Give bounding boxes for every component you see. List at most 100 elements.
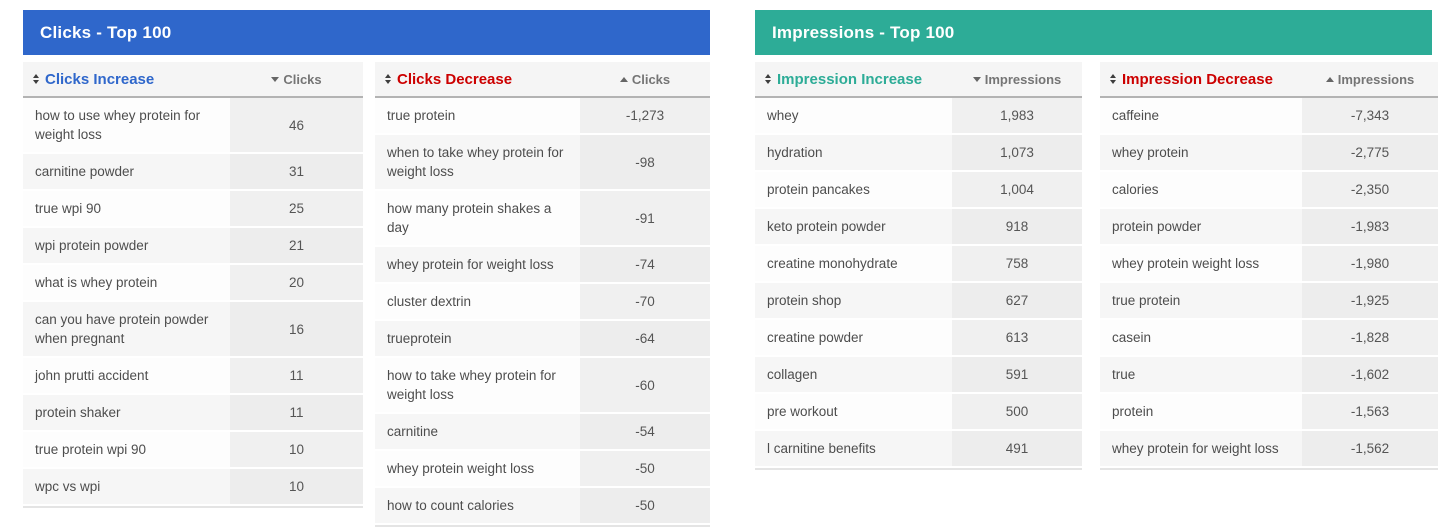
- value-cell: 591: [952, 357, 1082, 392]
- table-row: carnitine powder 31: [23, 154, 363, 191]
- impression-increase-table-header: Impression Increase Impressions: [755, 62, 1082, 98]
- value-cell: -1,925: [1302, 283, 1438, 318]
- value-cell: 1,983: [952, 98, 1082, 133]
- clicks-increase-value-header[interactable]: Clicks: [230, 72, 363, 87]
- value-cell: 31: [230, 154, 363, 189]
- value-cell: 11: [230, 395, 363, 430]
- table-row: true protein wpi 90 10: [23, 432, 363, 469]
- table-row: true wpi 90 25: [23, 191, 363, 228]
- clicks-decrease-sort-header[interactable]: Clicks Decrease: [375, 71, 580, 88]
- keyword-cell: cluster dextrin: [375, 284, 580, 319]
- impression-decrease-sort-header[interactable]: Impression Decrease: [1100, 71, 1302, 88]
- value-cell: 491: [952, 431, 1082, 466]
- sort-direction-icon: [1325, 76, 1334, 82]
- value-cell: -91: [580, 191, 710, 245]
- keyword-cell: whey protein for weight loss: [1100, 431, 1302, 466]
- table-row: creatine monohydrate 758: [755, 246, 1082, 283]
- table-row: casein -1,828: [1100, 320, 1438, 357]
- keyword-cell: calories: [1100, 172, 1302, 207]
- keyword-cell: carnitine powder: [23, 154, 230, 189]
- value-cell: -7,343: [1302, 98, 1438, 133]
- keyword-cell: wpc vs wpi: [23, 469, 230, 504]
- clicks-decrease-rows: true protein -1,273 when to take whey pr…: [375, 98, 710, 527]
- impressions-panel-title-bar: Impressions - Top 100: [755, 10, 1432, 55]
- impression-increase-rows: whey 1,983 hydration 1,073 protein panca…: [755, 98, 1082, 470]
- table-row: protein pancakes 1,004: [755, 172, 1082, 209]
- value-cell: -2,350: [1302, 172, 1438, 207]
- value-cell: 1,004: [952, 172, 1082, 207]
- table-row: how to take whey protein for weight loss…: [375, 358, 710, 414]
- table-row: trueprotein -64: [375, 321, 710, 358]
- impression-increase-table: Impression Increase Impressions whey 1,9…: [755, 62, 1082, 470]
- clicks-decrease-table-header: Clicks Decrease Clicks: [375, 62, 710, 98]
- table-row: when to take whey protein for weight los…: [375, 135, 710, 191]
- impression-decrease-value-header[interactable]: Impressions: [1302, 72, 1438, 87]
- value-cell: 758: [952, 246, 1082, 281]
- clicks-tables: Clicks Increase Clicks how to use whey p…: [23, 62, 710, 527]
- keyword-cell: whey protein weight loss: [375, 451, 580, 486]
- keyword-cell: true protein: [375, 98, 580, 133]
- value-cell: -74: [580, 247, 710, 282]
- clicks-decrease-title: Clicks Decrease: [397, 70, 513, 88]
- clicks-panel: Clicks - Top 100 Clicks Increase Clicks …: [23, 10, 710, 527]
- table-row: carnitine -54: [375, 414, 710, 451]
- keyword-cell: pre workout: [755, 394, 952, 429]
- table-row: how many protein shakes a day -91: [375, 191, 710, 247]
- impression-decrease-table: Impression Decrease Impressions caffeine…: [1100, 62, 1438, 470]
- table-row: creatine powder 613: [755, 320, 1082, 357]
- table-row: true protein -1,925: [1100, 283, 1438, 320]
- table-row: wpc vs wpi 10: [23, 469, 363, 506]
- keyword-cell: true protein: [1100, 283, 1302, 318]
- value-cell: -1,563: [1302, 394, 1438, 429]
- table-row: wpi protein powder 21: [23, 228, 363, 265]
- impression-decrease-value-label: Impressions: [1337, 71, 1415, 87]
- keyword-cell: whey: [755, 98, 952, 133]
- value-cell: -1,983: [1302, 209, 1438, 244]
- clicks-decrease-value-header[interactable]: Clicks: [580, 72, 710, 87]
- keyword-cell: l carnitine benefits: [755, 431, 952, 466]
- impression-increase-sort-header[interactable]: Impression Increase: [755, 71, 952, 88]
- value-cell: 613: [952, 320, 1082, 355]
- keyword-cell: how to take whey protein for weight loss: [375, 358, 580, 412]
- table-row: collagen 591: [755, 357, 1082, 394]
- impression-increase-value-header[interactable]: Impressions: [952, 72, 1082, 87]
- value-cell: 10: [230, 469, 363, 504]
- impression-increase-title: Impression Increase: [777, 70, 923, 88]
- impressions-tables: Impression Increase Impressions whey 1,9…: [755, 62, 1438, 470]
- impression-decrease-table-header: Impression Decrease Impressions: [1100, 62, 1438, 98]
- table-row: true protein -1,273: [375, 98, 710, 135]
- keyword-cell: true protein wpi 90: [23, 432, 230, 467]
- value-cell: 46: [230, 98, 363, 152]
- value-cell: 21: [230, 228, 363, 263]
- table-row: whey protein weight loss -1,980: [1100, 246, 1438, 283]
- value-cell: -50: [580, 451, 710, 486]
- value-cell: 11: [230, 358, 363, 393]
- table-row: keto protein powder 918: [755, 209, 1082, 246]
- keyword-cell: protein shaker: [23, 395, 230, 430]
- table-row: whey 1,983: [755, 98, 1082, 135]
- value-cell: -1,602: [1302, 357, 1438, 392]
- sort-direction-icon: [972, 76, 981, 82]
- clicks-increase-value-label: Clicks: [283, 71, 322, 87]
- keyword-cell: true: [1100, 357, 1302, 392]
- impressions-panel: Impressions - Top 100 Impression Increas…: [755, 10, 1438, 470]
- keyword-cell: carnitine: [375, 414, 580, 449]
- value-cell: -60: [580, 358, 710, 412]
- table-row: whey protein for weight loss -1,562: [1100, 431, 1438, 468]
- clicks-increase-sort-header[interactable]: Clicks Increase: [23, 71, 230, 88]
- clicks-panel-title-bar: Clicks - Top 100: [23, 10, 710, 55]
- keyword-cell: wpi protein powder: [23, 228, 230, 263]
- value-cell: 16: [230, 302, 363, 356]
- keyword-cell: john prutti accident: [23, 358, 230, 393]
- table-row: whey protein -2,775: [1100, 135, 1438, 172]
- table-row: protein powder -1,983: [1100, 209, 1438, 246]
- keyword-cell: keto protein powder: [755, 209, 952, 244]
- value-cell: -1,273: [580, 98, 710, 133]
- keyword-cell: protein: [1100, 394, 1302, 429]
- value-cell: -98: [580, 135, 710, 189]
- keyword-cell: how many protein shakes a day: [375, 191, 580, 245]
- clicks-increase-rows: how to use whey protein for weight loss …: [23, 98, 363, 508]
- keyword-cell: what is whey protein: [23, 265, 230, 300]
- keyword-cell: collagen: [755, 357, 952, 392]
- search-performance-dashboard: Clicks - Top 100 Clicks Increase Clicks …: [23, 10, 1438, 527]
